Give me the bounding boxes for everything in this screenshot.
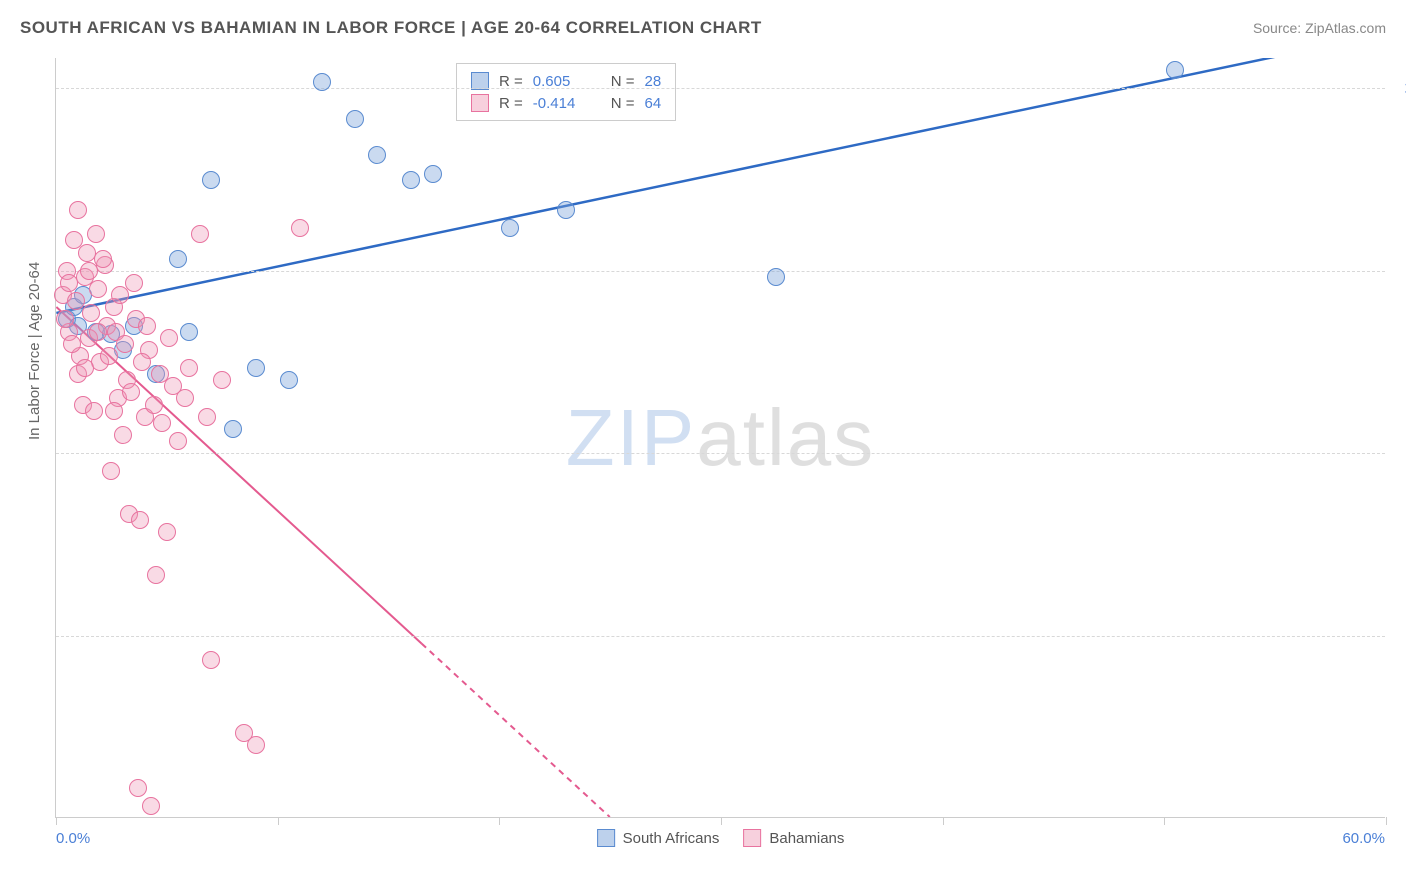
- n-label: N =: [611, 73, 635, 90]
- swatch-pink-icon: [743, 829, 761, 847]
- data-point: [80, 262, 98, 280]
- data-point: [111, 286, 129, 304]
- swatch-pink-icon: [471, 94, 489, 112]
- gridline: [56, 636, 1385, 637]
- data-point: [147, 566, 165, 584]
- data-point: [102, 462, 120, 480]
- data-point: [557, 201, 575, 219]
- y-tick-label: 55.0%: [1395, 627, 1406, 644]
- data-point: [176, 389, 194, 407]
- x-tick: [56, 817, 57, 825]
- data-point: [131, 511, 149, 529]
- x-tick: [278, 817, 279, 825]
- data-point: [1166, 61, 1184, 79]
- x-tick: [943, 817, 944, 825]
- chart-header: SOUTH AFRICAN VS BAHAMIAN IN LABOR FORCE…: [20, 18, 1386, 38]
- data-point: [114, 426, 132, 444]
- x-axis-max-label: 60.0%: [1342, 830, 1385, 847]
- data-point: [56, 310, 74, 328]
- data-point: [346, 110, 364, 128]
- gridline: [56, 271, 1385, 272]
- x-tick: [499, 817, 500, 825]
- data-point: [247, 736, 265, 754]
- data-point: [60, 274, 78, 292]
- swatch-blue-icon: [597, 829, 615, 847]
- chart-source: Source: ZipAtlas.com: [1253, 20, 1386, 36]
- data-point: [213, 371, 231, 389]
- legend-label: Bahamians: [769, 830, 844, 847]
- n-value-pink: 64: [645, 95, 662, 112]
- data-point: [280, 371, 298, 389]
- n-label: N =: [611, 95, 635, 112]
- gridline: [56, 88, 1385, 89]
- data-point: [89, 323, 107, 341]
- swatch-blue-icon: [471, 72, 489, 90]
- data-point: [191, 225, 209, 243]
- data-point: [198, 408, 216, 426]
- legend-item-bahamians: Bahamians: [743, 829, 844, 847]
- watermark-zip: ZIP: [566, 393, 696, 482]
- r-label: R =: [499, 95, 523, 112]
- r-value-blue: 0.605: [533, 73, 593, 90]
- data-point: [313, 73, 331, 91]
- data-point: [169, 250, 187, 268]
- data-point: [89, 280, 107, 298]
- y-tick-label: 85.0%: [1395, 262, 1406, 279]
- series-legend: South Africans Bahamians: [597, 829, 845, 847]
- x-axis-min-label: 0.0%: [56, 830, 90, 847]
- data-point: [169, 432, 187, 450]
- data-point: [87, 225, 105, 243]
- data-point: [224, 420, 242, 438]
- watermark: ZIPatlas: [566, 392, 875, 484]
- data-point: [69, 201, 87, 219]
- data-point: [133, 353, 151, 371]
- data-point: [85, 402, 103, 420]
- x-tick: [721, 817, 722, 825]
- scatter-chart: ZIPatlas R = 0.605 N = 28 R = -0.414 N =…: [55, 58, 1385, 818]
- data-point: [180, 323, 198, 341]
- data-point: [368, 146, 386, 164]
- data-point: [202, 651, 220, 669]
- data-point: [160, 329, 178, 347]
- data-point: [142, 797, 160, 815]
- data-point: [82, 304, 100, 322]
- r-label: R =: [499, 73, 523, 90]
- data-point: [424, 165, 442, 183]
- data-point: [247, 359, 265, 377]
- legend-label: South Africans: [623, 830, 720, 847]
- y-tick-label: 70.0%: [1395, 445, 1406, 462]
- data-point: [158, 523, 176, 541]
- trend-lines: [56, 58, 1385, 817]
- chart-title: SOUTH AFRICAN VS BAHAMIAN IN LABOR FORCE…: [20, 18, 762, 38]
- x-tick: [1386, 817, 1387, 825]
- data-point: [100, 347, 118, 365]
- data-point: [402, 171, 420, 189]
- n-value-blue: 28: [645, 73, 662, 90]
- data-point: [145, 396, 163, 414]
- data-point: [129, 779, 147, 797]
- y-axis-title: In Labor Force | Age 20-64: [26, 262, 43, 440]
- data-point: [501, 219, 519, 237]
- data-point: [105, 402, 123, 420]
- data-point: [151, 365, 169, 383]
- data-point: [116, 335, 134, 353]
- r-value-pink: -0.414: [533, 95, 593, 112]
- correlation-legend: R = 0.605 N = 28 R = -0.414 N = 64: [456, 63, 676, 121]
- data-point: [767, 268, 785, 286]
- gridline: [56, 453, 1385, 454]
- data-point: [138, 317, 156, 335]
- data-point: [76, 359, 94, 377]
- data-point: [63, 335, 81, 353]
- data-point: [67, 292, 85, 310]
- x-tick: [1164, 817, 1165, 825]
- watermark-atlas: atlas: [696, 393, 875, 482]
- data-point: [122, 383, 140, 401]
- data-point: [291, 219, 309, 237]
- data-point: [202, 171, 220, 189]
- legend-row-pink: R = -0.414 N = 64: [471, 92, 661, 114]
- data-point: [180, 359, 198, 377]
- legend-item-south-africans: South Africans: [597, 829, 720, 847]
- data-point: [153, 414, 171, 432]
- y-tick-label: 100.0%: [1395, 80, 1406, 97]
